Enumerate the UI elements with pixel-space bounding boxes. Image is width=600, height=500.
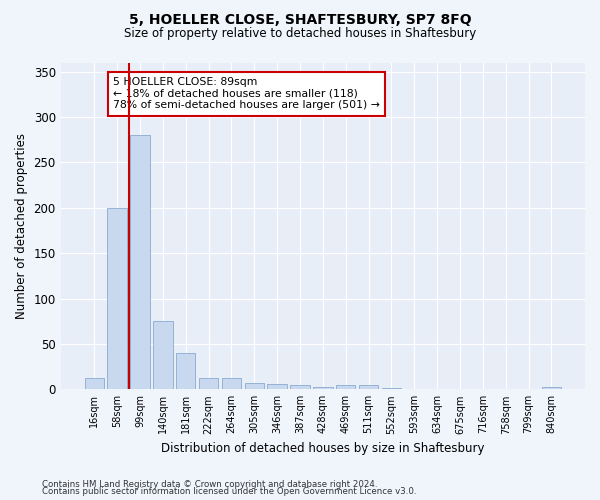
Bar <box>268 384 287 390</box>
Bar <box>382 388 401 390</box>
Bar <box>85 378 104 390</box>
Bar <box>542 386 561 390</box>
Bar <box>176 353 196 390</box>
Bar <box>153 321 173 390</box>
Bar <box>245 383 264 390</box>
Bar <box>199 378 218 390</box>
Bar <box>221 378 241 390</box>
Bar <box>130 135 149 390</box>
Text: 5, HOELLER CLOSE, SHAFTESBURY, SP7 8FQ: 5, HOELLER CLOSE, SHAFTESBURY, SP7 8FQ <box>128 12 472 26</box>
Bar <box>313 386 332 390</box>
Y-axis label: Number of detached properties: Number of detached properties <box>15 133 28 319</box>
X-axis label: Distribution of detached houses by size in Shaftesbury: Distribution of detached houses by size … <box>161 442 485 455</box>
Bar <box>290 385 310 390</box>
Text: Contains public sector information licensed under the Open Government Licence v3: Contains public sector information licen… <box>42 487 416 496</box>
Text: 5 HOELLER CLOSE: 89sqm
← 18% of detached houses are smaller (118)
78% of semi-de: 5 HOELLER CLOSE: 89sqm ← 18% of detached… <box>113 77 380 110</box>
Bar <box>359 385 378 390</box>
Bar <box>336 385 355 390</box>
Text: Size of property relative to detached houses in Shaftesbury: Size of property relative to detached ho… <box>124 28 476 40</box>
Bar <box>107 208 127 390</box>
Text: Contains HM Land Registry data © Crown copyright and database right 2024.: Contains HM Land Registry data © Crown c… <box>42 480 377 489</box>
